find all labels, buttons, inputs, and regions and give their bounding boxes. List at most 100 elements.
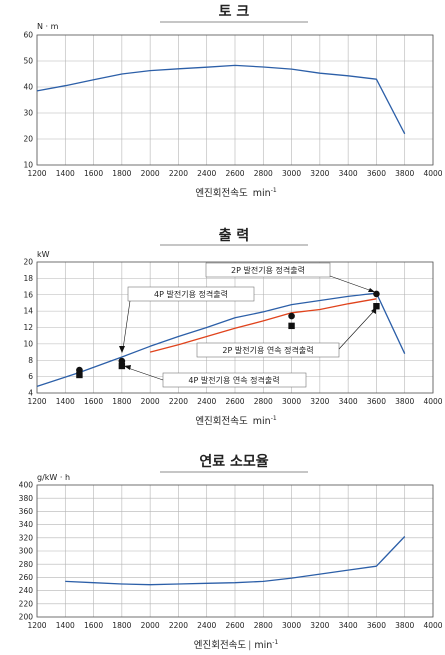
torque-x-tick-label: 2600 [225,169,244,178]
torque-x-tick-label: 1400 [56,169,75,178]
torque-series [36,64,406,135]
torque-y-tick-label: 20 [23,135,33,144]
power-x-tick-label: 4000 [423,397,442,406]
fuel-y-tick-label: 260 [19,573,34,582]
torque-y-tick-labels: 10 20 30 40 50 60 [23,31,33,170]
power-y-tick-label: 16 [23,290,33,299]
torque-x-tick-label: 2000 [141,169,160,178]
power-x-tick-label: 2400 [197,397,216,406]
power-x-tick-label: 3000 [282,397,301,406]
fuel-plot-frame [36,484,434,618]
torque-x-tick-labels: 1200 1400 1600 1800 2000 2200 2400 2600 2800 3000… [27,169,442,178]
torque-chart-title: 토 크 [219,4,250,20]
torque-x-tick-label: 2400 [197,169,216,178]
callout-2p-continuous-arrowhead [371,307,376,314]
power-y-tick-label: 20 [23,258,33,267]
power-continuous-marker-square [118,362,126,370]
power-y-tick-labels: 4 6 8 10 12 14 16 18 20 [23,258,33,398]
fuel-x-tick-label: 1800 [112,621,131,630]
power-chart-title: 출 력 [219,227,250,244]
fuel-y-tick-label: 280 [19,560,34,569]
callout-4p-rated: 4P 발전기용 정격출력 [119,286,255,353]
fuel-series [65,536,406,586]
power-x-tick-label: 3400 [339,397,358,406]
power-x-tick-label: 1800 [112,397,131,406]
callout-2p-rated-arrowhead [368,288,375,292]
fuel-x-tick-label: 3200 [310,621,329,630]
fuel-grid [36,484,434,618]
fuel-x-tick-label: 3000 [282,621,301,630]
fuel-x-tick-label: 2000 [141,621,160,630]
power-x-tick-label: 2000 [141,397,160,406]
power-y-tick-label: 18 [23,274,33,283]
power-x-tick-label: 3800 [395,397,414,406]
torque-x-tick-label: 3000 [282,169,301,178]
callout-2p-rated-box [205,262,331,278]
torque-unit-label: N · m [37,22,59,31]
torque-grid [36,34,434,166]
callout-4p-rated-leader [122,300,131,350]
power-rated-marker-circle [373,290,380,298]
callout-4p-continuous: 4P 발전기용 연속 정격출력 [124,365,307,388]
power-x-tick-label: 3600 [367,397,386,406]
callout-4p-continuous-text: 4P 발전기용 연속 정격출력 [188,375,279,385]
fuel-y-tick-label: 340 [19,520,34,529]
power-series [36,292,406,388]
power-rated-marker-circle [288,312,295,320]
power-x-tick-label: 1200 [27,397,46,406]
fuel-y-tick-label: 400 [19,481,34,490]
torque-x-tick-label: 1600 [84,169,103,178]
fuel-y-tick-label: 300 [19,547,34,556]
power-x-tick-label: 3200 [310,397,329,406]
power-rated-marker-circle [76,366,83,374]
power-x-axis-label: 엔진회전속도 min-1 [195,415,277,427]
torque-x-axis-label: 엔진회전속도 min-1 [195,187,277,199]
fuel-consumption-chart: 연료 소모율 g/kW · h 1200 1400 1600 1800 2000 2200… [19,453,443,651]
torque-x-tick-label: 2200 [169,169,188,178]
callout-2p-continuous-box [196,342,340,358]
fuel-x-tick-labels: 1200 1400 1600 1800 2000 2200 2400 2600 2800 3000… [27,621,442,630]
torque-x-tick-label: 3200 [310,169,329,178]
fuel-y-tick-label: 220 [19,599,34,608]
fuel-y-tick-label: 320 [19,533,34,542]
power-continuous-marker-square [76,371,83,379]
fuel-y-tick-label: 240 [19,586,34,595]
power-x-tick-label: 1600 [84,397,103,406]
torque-plot-frame [36,34,434,166]
callout-2p-continuous: 2P 발전기용 연속 정격출력 [196,307,376,358]
torque-y-tick-label: 60 [23,31,33,40]
power-rated-markers [76,290,380,379]
fuel-unit-label: g/kW · h [37,473,70,482]
torque-x-tick-label: 2800 [254,169,273,178]
fuel-x-tick-label: 3800 [395,621,414,630]
power-unit-label: kW [37,250,50,259]
fuel-y-tick-label: 200 [19,613,34,622]
torque-x-tick-label: 3800 [395,169,414,178]
fuel-chart-title: 연료 소모율 [199,453,268,470]
fuel-x-tick-label: 1600 [84,621,103,630]
fuel-y-tick-label: 380 [19,494,34,503]
fuel-x-tick-label: 2400 [197,621,216,630]
callout-4p-continuous-arrowhead [124,365,131,370]
torque-x-tick-label: 4000 [423,169,442,178]
torque-y-tick-label: 50 [23,57,33,66]
power-plot-frame [36,261,434,394]
callout-2p-rated: 2P 발전기용 정격출력 [205,262,375,292]
power-continuous-marker-square [373,303,380,310]
fuel-y-tick-label: 360 [19,507,34,516]
fuel-blue-line [65,536,406,586]
fuel-x-tick-label: 2200 [169,621,188,630]
power-chart: 출 력 kW 1200 1400 1600 1800 2000 2200 2400 2600 2… [23,227,442,427]
power-x-tick-labels: 1200 1400 1600 1800 2000 2200 2400 2600 2800 3000… [27,397,442,406]
power-y-tick-label: 14 [23,307,33,316]
power-red-line [149,298,377,353]
fuel-x-tick-label: 2800 [254,621,273,630]
fuel-y-tick-labels: 200 220 240 260 280 300 320 340 360 380 400 [19,481,34,622]
power-y-tick-label: 6 [28,372,33,381]
fuel-x-tick-label: 3400 [339,621,358,630]
torque-x-tick-label: 1200 [27,169,46,178]
fuel-x-tick-label: 1200 [27,621,46,630]
callout-4p-rated-box [127,286,255,302]
torque-chart: 토 크 N · m 1200 1400 1600 1800 2000 2200 2400 26… [23,4,442,199]
